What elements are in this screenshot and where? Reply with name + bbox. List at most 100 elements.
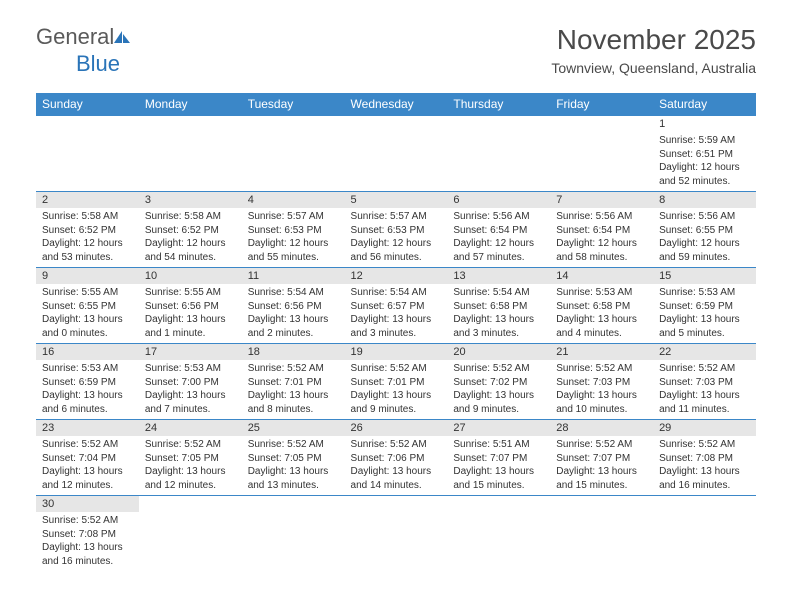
sunset-text: Sunset: 7:05 PM	[248, 452, 339, 466]
sunrise-text: Sunrise: 5:54 AM	[351, 286, 442, 300]
sunset-text: Sunset: 6:58 PM	[453, 300, 544, 314]
day-number: 1	[653, 116, 756, 132]
day-content: Sunrise: 5:58 AMSunset: 6:52 PMDaylight:…	[139, 208, 242, 266]
day-cell: 20Sunrise: 5:52 AMSunset: 7:02 PMDayligh…	[447, 344, 550, 420]
daylight-text: and 53 minutes.	[42, 251, 133, 265]
daylight-text: Daylight: 13 hours	[42, 465, 133, 479]
daylight-text: Daylight: 12 hours	[145, 237, 236, 251]
daylight-text: Daylight: 13 hours	[351, 465, 442, 479]
daylight-text: and 57 minutes.	[453, 251, 544, 265]
day-content: Sunrise: 5:55 AMSunset: 6:55 PMDaylight:…	[36, 284, 139, 342]
sunrise-text: Sunrise: 5:52 AM	[42, 514, 133, 528]
sunrise-text: Sunrise: 5:52 AM	[351, 438, 442, 452]
day-content: Sunrise: 5:53 AMSunset: 6:59 PMDaylight:…	[653, 284, 756, 342]
daylight-text: Daylight: 13 hours	[145, 389, 236, 403]
day-number: 26	[345, 420, 448, 436]
daylight-text: and 5 minutes.	[659, 327, 750, 341]
day-cell: 14Sunrise: 5:53 AMSunset: 6:58 PMDayligh…	[550, 268, 653, 344]
sunrise-text: Sunrise: 5:55 AM	[145, 286, 236, 300]
weekday-header: Wednesday	[345, 93, 448, 116]
daylight-text: Daylight: 13 hours	[248, 465, 339, 479]
sunset-text: Sunset: 7:07 PM	[556, 452, 647, 466]
day-number: 17	[139, 344, 242, 360]
day-number: 5	[345, 192, 448, 208]
sunrise-text: Sunrise: 5:52 AM	[248, 438, 339, 452]
day-cell: 28Sunrise: 5:52 AMSunset: 7:07 PMDayligh…	[550, 420, 653, 496]
daylight-text: and 2 minutes.	[248, 327, 339, 341]
day-cell: 15Sunrise: 5:53 AMSunset: 6:59 PMDayligh…	[653, 268, 756, 344]
day-number: 16	[36, 344, 139, 360]
day-number: 6	[447, 192, 550, 208]
sunrise-text: Sunrise: 5:57 AM	[248, 210, 339, 224]
day-number: 4	[242, 192, 345, 208]
day-cell: 4Sunrise: 5:57 AMSunset: 6:53 PMDaylight…	[242, 192, 345, 268]
sunrise-text: Sunrise: 5:54 AM	[453, 286, 544, 300]
day-number: 20	[447, 344, 550, 360]
title-block: November 2025 Townview, Queensland, Aust…	[551, 24, 756, 76]
day-cell	[242, 116, 345, 192]
sunrise-text: Sunrise: 5:53 AM	[659, 286, 750, 300]
sunset-text: Sunset: 6:51 PM	[659, 148, 750, 162]
day-cell	[345, 116, 448, 192]
day-number: 13	[447, 268, 550, 284]
daylight-text: Daylight: 13 hours	[42, 313, 133, 327]
day-cell: 7Sunrise: 5:56 AMSunset: 6:54 PMDaylight…	[550, 192, 653, 268]
sunset-text: Sunset: 6:53 PM	[351, 224, 442, 238]
daylight-text: and 54 minutes.	[145, 251, 236, 265]
daylight-text: Daylight: 13 hours	[248, 313, 339, 327]
day-content: Sunrise: 5:57 AMSunset: 6:53 PMDaylight:…	[242, 208, 345, 266]
daylight-text: and 14 minutes.	[351, 479, 442, 493]
daylight-text: and 16 minutes.	[659, 479, 750, 493]
daylight-text: Daylight: 13 hours	[556, 465, 647, 479]
day-cell: 29Sunrise: 5:52 AMSunset: 7:08 PMDayligh…	[653, 420, 756, 496]
day-cell: 6Sunrise: 5:56 AMSunset: 6:54 PMDaylight…	[447, 192, 550, 268]
day-cell	[447, 496, 550, 572]
sunset-text: Sunset: 7:05 PM	[145, 452, 236, 466]
sunrise-text: Sunrise: 5:52 AM	[248, 362, 339, 376]
logo-word2: Blue	[76, 51, 120, 76]
day-number: 15	[653, 268, 756, 284]
logo-text: GeneralBlue	[36, 24, 134, 77]
day-cell	[447, 116, 550, 192]
day-content: Sunrise: 5:52 AMSunset: 7:01 PMDaylight:…	[345, 360, 448, 418]
day-number: 29	[653, 420, 756, 436]
sunrise-text: Sunrise: 5:56 AM	[556, 210, 647, 224]
logo-word1: General	[36, 24, 114, 49]
sunrise-text: Sunrise: 5:53 AM	[42, 362, 133, 376]
sunrise-text: Sunrise: 5:51 AM	[453, 438, 544, 452]
day-content: Sunrise: 5:56 AMSunset: 6:54 PMDaylight:…	[447, 208, 550, 266]
daylight-text: and 56 minutes.	[351, 251, 442, 265]
logo-sail-icon	[112, 25, 132, 51]
day-cell	[345, 496, 448, 572]
daylight-text: and 58 minutes.	[556, 251, 647, 265]
weekday-header-row: Sunday Monday Tuesday Wednesday Thursday…	[36, 93, 756, 116]
day-content: Sunrise: 5:52 AMSunset: 7:01 PMDaylight:…	[242, 360, 345, 418]
location: Townview, Queensland, Australia	[551, 60, 756, 76]
sunset-text: Sunset: 6:54 PM	[453, 224, 544, 238]
sunset-text: Sunset: 7:03 PM	[556, 376, 647, 390]
day-cell: 10Sunrise: 5:55 AMSunset: 6:56 PMDayligh…	[139, 268, 242, 344]
sunset-text: Sunset: 6:56 PM	[145, 300, 236, 314]
daylight-text: and 55 minutes.	[248, 251, 339, 265]
daylight-text: and 52 minutes.	[659, 175, 750, 189]
day-number: 22	[653, 344, 756, 360]
daylight-text: Daylight: 12 hours	[453, 237, 544, 251]
daylight-text: and 7 minutes.	[145, 403, 236, 417]
day-number: 7	[550, 192, 653, 208]
daylight-text: and 13 minutes.	[248, 479, 339, 493]
day-content: Sunrise: 5:55 AMSunset: 6:56 PMDaylight:…	[139, 284, 242, 342]
sunset-text: Sunset: 6:59 PM	[42, 376, 133, 390]
month-title: November 2025	[551, 24, 756, 56]
sunset-text: Sunset: 7:01 PM	[351, 376, 442, 390]
day-content: Sunrise: 5:53 AMSunset: 7:00 PMDaylight:…	[139, 360, 242, 418]
day-number: 2	[36, 192, 139, 208]
day-cell: 23Sunrise: 5:52 AMSunset: 7:04 PMDayligh…	[36, 420, 139, 496]
sunrise-text: Sunrise: 5:58 AM	[42, 210, 133, 224]
daylight-text: and 6 minutes.	[42, 403, 133, 417]
sunrise-text: Sunrise: 5:52 AM	[659, 438, 750, 452]
sunset-text: Sunset: 7:06 PM	[351, 452, 442, 466]
sunset-text: Sunset: 6:55 PM	[659, 224, 750, 238]
day-number: 19	[345, 344, 448, 360]
day-cell: 16Sunrise: 5:53 AMSunset: 6:59 PMDayligh…	[36, 344, 139, 420]
daylight-text: and 9 minutes.	[453, 403, 544, 417]
